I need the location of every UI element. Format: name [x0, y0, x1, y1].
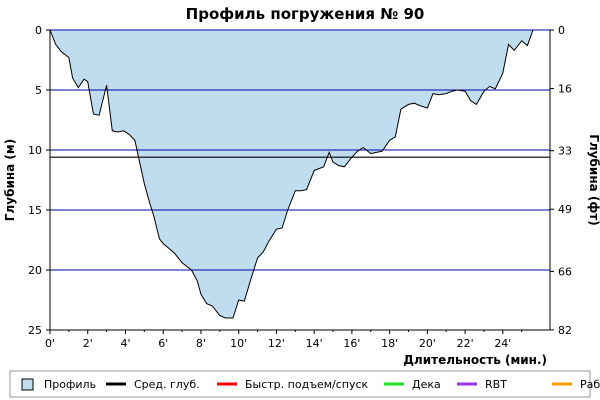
- legend: Профиль Сред. глуб. Быстр. подъем/спуск Дек…: [9, 370, 600, 398]
- y-tick-label-right: 66: [558, 265, 572, 278]
- y-axis-label-left: Глубина (м): [3, 139, 17, 221]
- y-tick-label-left: 0: [35, 24, 42, 37]
- x-tick-label: 12': [268, 337, 285, 350]
- x-tick-label: 4': [120, 337, 130, 350]
- legend-swatch-profile: [21, 378, 34, 391]
- legend-label: Сред. глуб.: [134, 378, 200, 391]
- x-tick-label: 20': [419, 337, 436, 350]
- chart-title: Профиль погружения № 90: [186, 5, 425, 23]
- x-tick-label: 8': [196, 337, 206, 350]
- x-tick-label: 18': [381, 337, 398, 350]
- x-tick-label: 6': [158, 337, 168, 350]
- legend-label: Раб.: [580, 378, 600, 391]
- y-tick-label-right: 33: [558, 145, 572, 158]
- y-tick-label-left: 25: [28, 324, 42, 337]
- legend-label: RBT: [485, 378, 507, 391]
- y-tick-label-left: 15: [28, 204, 42, 217]
- y-tick-label-left: 20: [28, 264, 42, 277]
- y-tick-label-left: 10: [28, 144, 42, 157]
- y-tick-label-right: 49: [558, 203, 572, 216]
- legend-label: Дека: [412, 378, 441, 391]
- x-tick-label: 14': [306, 337, 323, 350]
- x-tick-label: 16': [343, 337, 360, 350]
- profile-line: [49, 29, 534, 319]
- x-tick-label: 2': [83, 337, 93, 350]
- y-tick-label-left: 5: [35, 84, 42, 97]
- y-tick-label-right: 0: [558, 24, 565, 37]
- x-tick-label: 24': [494, 337, 511, 350]
- x-axis-label: Длительность (мин.): [403, 353, 547, 367]
- legend-label: Быстр. подъем/спуск: [245, 378, 369, 391]
- y-tick-label-right: 16: [558, 83, 572, 96]
- plot-area: 0' 2' 4' 6' 8' 10' 12' 14' 16' 18' 20' 22' 24' 0 5 10 15…: [28, 24, 572, 350]
- x-tick-label: 22': [457, 337, 474, 350]
- x-tick-label: 0': [45, 337, 55, 350]
- x-tick-label: 10': [230, 337, 247, 350]
- profile-area: [50, 30, 534, 318]
- y-tick-label-right: 82: [558, 324, 572, 337]
- legend-label: Профиль: [44, 378, 96, 391]
- y-axis-label-right: Глубина (фт): [587, 134, 600, 225]
